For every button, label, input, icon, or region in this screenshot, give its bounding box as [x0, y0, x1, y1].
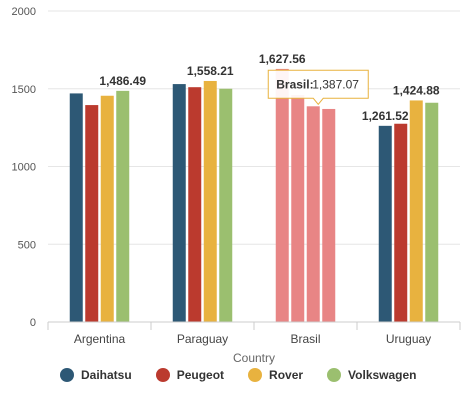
legend-label: Rover — [269, 368, 303, 382]
data-label: 1,558.21 — [187, 64, 234, 78]
legend-item[interactable]: Daihatsu — [60, 368, 132, 382]
legend-label: Volkswagen — [348, 368, 416, 382]
tooltip-value: 1,387.07 — [312, 77, 359, 91]
legend-marker — [60, 368, 74, 382]
bar[interactable] — [85, 105, 98, 322]
bar[interactable] — [188, 87, 201, 322]
bar[interactable] — [173, 84, 186, 322]
x-axis-title: Country — [233, 351, 275, 365]
y-tick-label: 500 — [18, 239, 36, 251]
legend-item[interactable]: Rover — [248, 368, 303, 382]
x-tick-label: Paraguay — [177, 332, 228, 346]
bar[interactable] — [70, 93, 83, 322]
bar[interactable] — [291, 95, 304, 322]
bar[interactable] — [276, 69, 289, 322]
bar[interactable] — [425, 103, 438, 322]
legend-marker — [156, 368, 170, 382]
y-tick-label: 1500 — [12, 84, 36, 96]
x-tick-label: Argentina — [74, 332, 126, 346]
x-tick-label: Brasil — [290, 332, 320, 346]
bar[interactable] — [394, 124, 407, 322]
legend-marker — [248, 368, 262, 382]
legend-marker — [327, 368, 341, 382]
y-tick-label: 2000 — [12, 6, 36, 18]
bar[interactable] — [410, 100, 423, 322]
bar[interactable] — [101, 96, 114, 322]
legend-item[interactable]: Volkswagen — [327, 368, 416, 382]
bars[interactable] — [70, 69, 439, 322]
data-label: 1,486.49 — [99, 74, 146, 88]
data-label: 1,424.88 — [393, 83, 440, 97]
bar[interactable] — [219, 89, 232, 322]
data-label: 1,627.56 — [259, 52, 306, 66]
tooltip-label: Brasil: — [276, 77, 313, 91]
data-label: 1,261.52 — [362, 109, 409, 123]
bar[interactable] — [116, 91, 129, 322]
y-axis-ticks: 0 500 1000 1500 2000 — [12, 6, 36, 329]
x-tick-label: Uruguay — [386, 332, 431, 346]
legend: Daihatsu Peugeot Rover Volkswagen — [60, 368, 417, 382]
legend-label: Peugeot — [177, 368, 224, 382]
bar[interactable] — [379, 126, 392, 322]
bar[interactable] — [204, 81, 217, 322]
bar[interactable] — [307, 106, 320, 322]
x-axis: Argentina Paraguay Brasil Uruguay — [48, 322, 460, 346]
y-tick-label: 1000 — [12, 162, 36, 174]
legend-label: Daihatsu — [81, 368, 132, 382]
y-tick-label: 0 — [30, 317, 36, 329]
bar[interactable] — [322, 109, 335, 322]
legend-item[interactable]: Peugeot — [156, 368, 224, 382]
